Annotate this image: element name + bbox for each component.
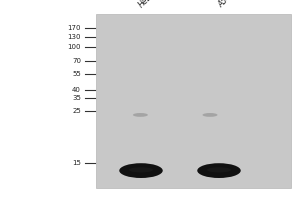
Ellipse shape	[119, 163, 163, 178]
Text: 130: 130	[68, 34, 81, 40]
Ellipse shape	[129, 167, 153, 172]
Text: 35: 35	[72, 95, 81, 101]
Ellipse shape	[202, 113, 217, 117]
Text: 40: 40	[72, 87, 81, 93]
Text: 170: 170	[68, 25, 81, 31]
Text: 25: 25	[72, 108, 81, 114]
Text: 55: 55	[72, 71, 81, 77]
Text: 15: 15	[72, 160, 81, 166]
Text: 100: 100	[68, 44, 81, 50]
Text: 70: 70	[72, 58, 81, 64]
Bar	[96, 14, 291, 188]
Ellipse shape	[197, 163, 241, 178]
Ellipse shape	[133, 113, 148, 117]
Ellipse shape	[207, 167, 231, 172]
Text: A549: A549	[216, 0, 236, 9]
Text: HeLa: HeLa	[136, 0, 157, 9]
